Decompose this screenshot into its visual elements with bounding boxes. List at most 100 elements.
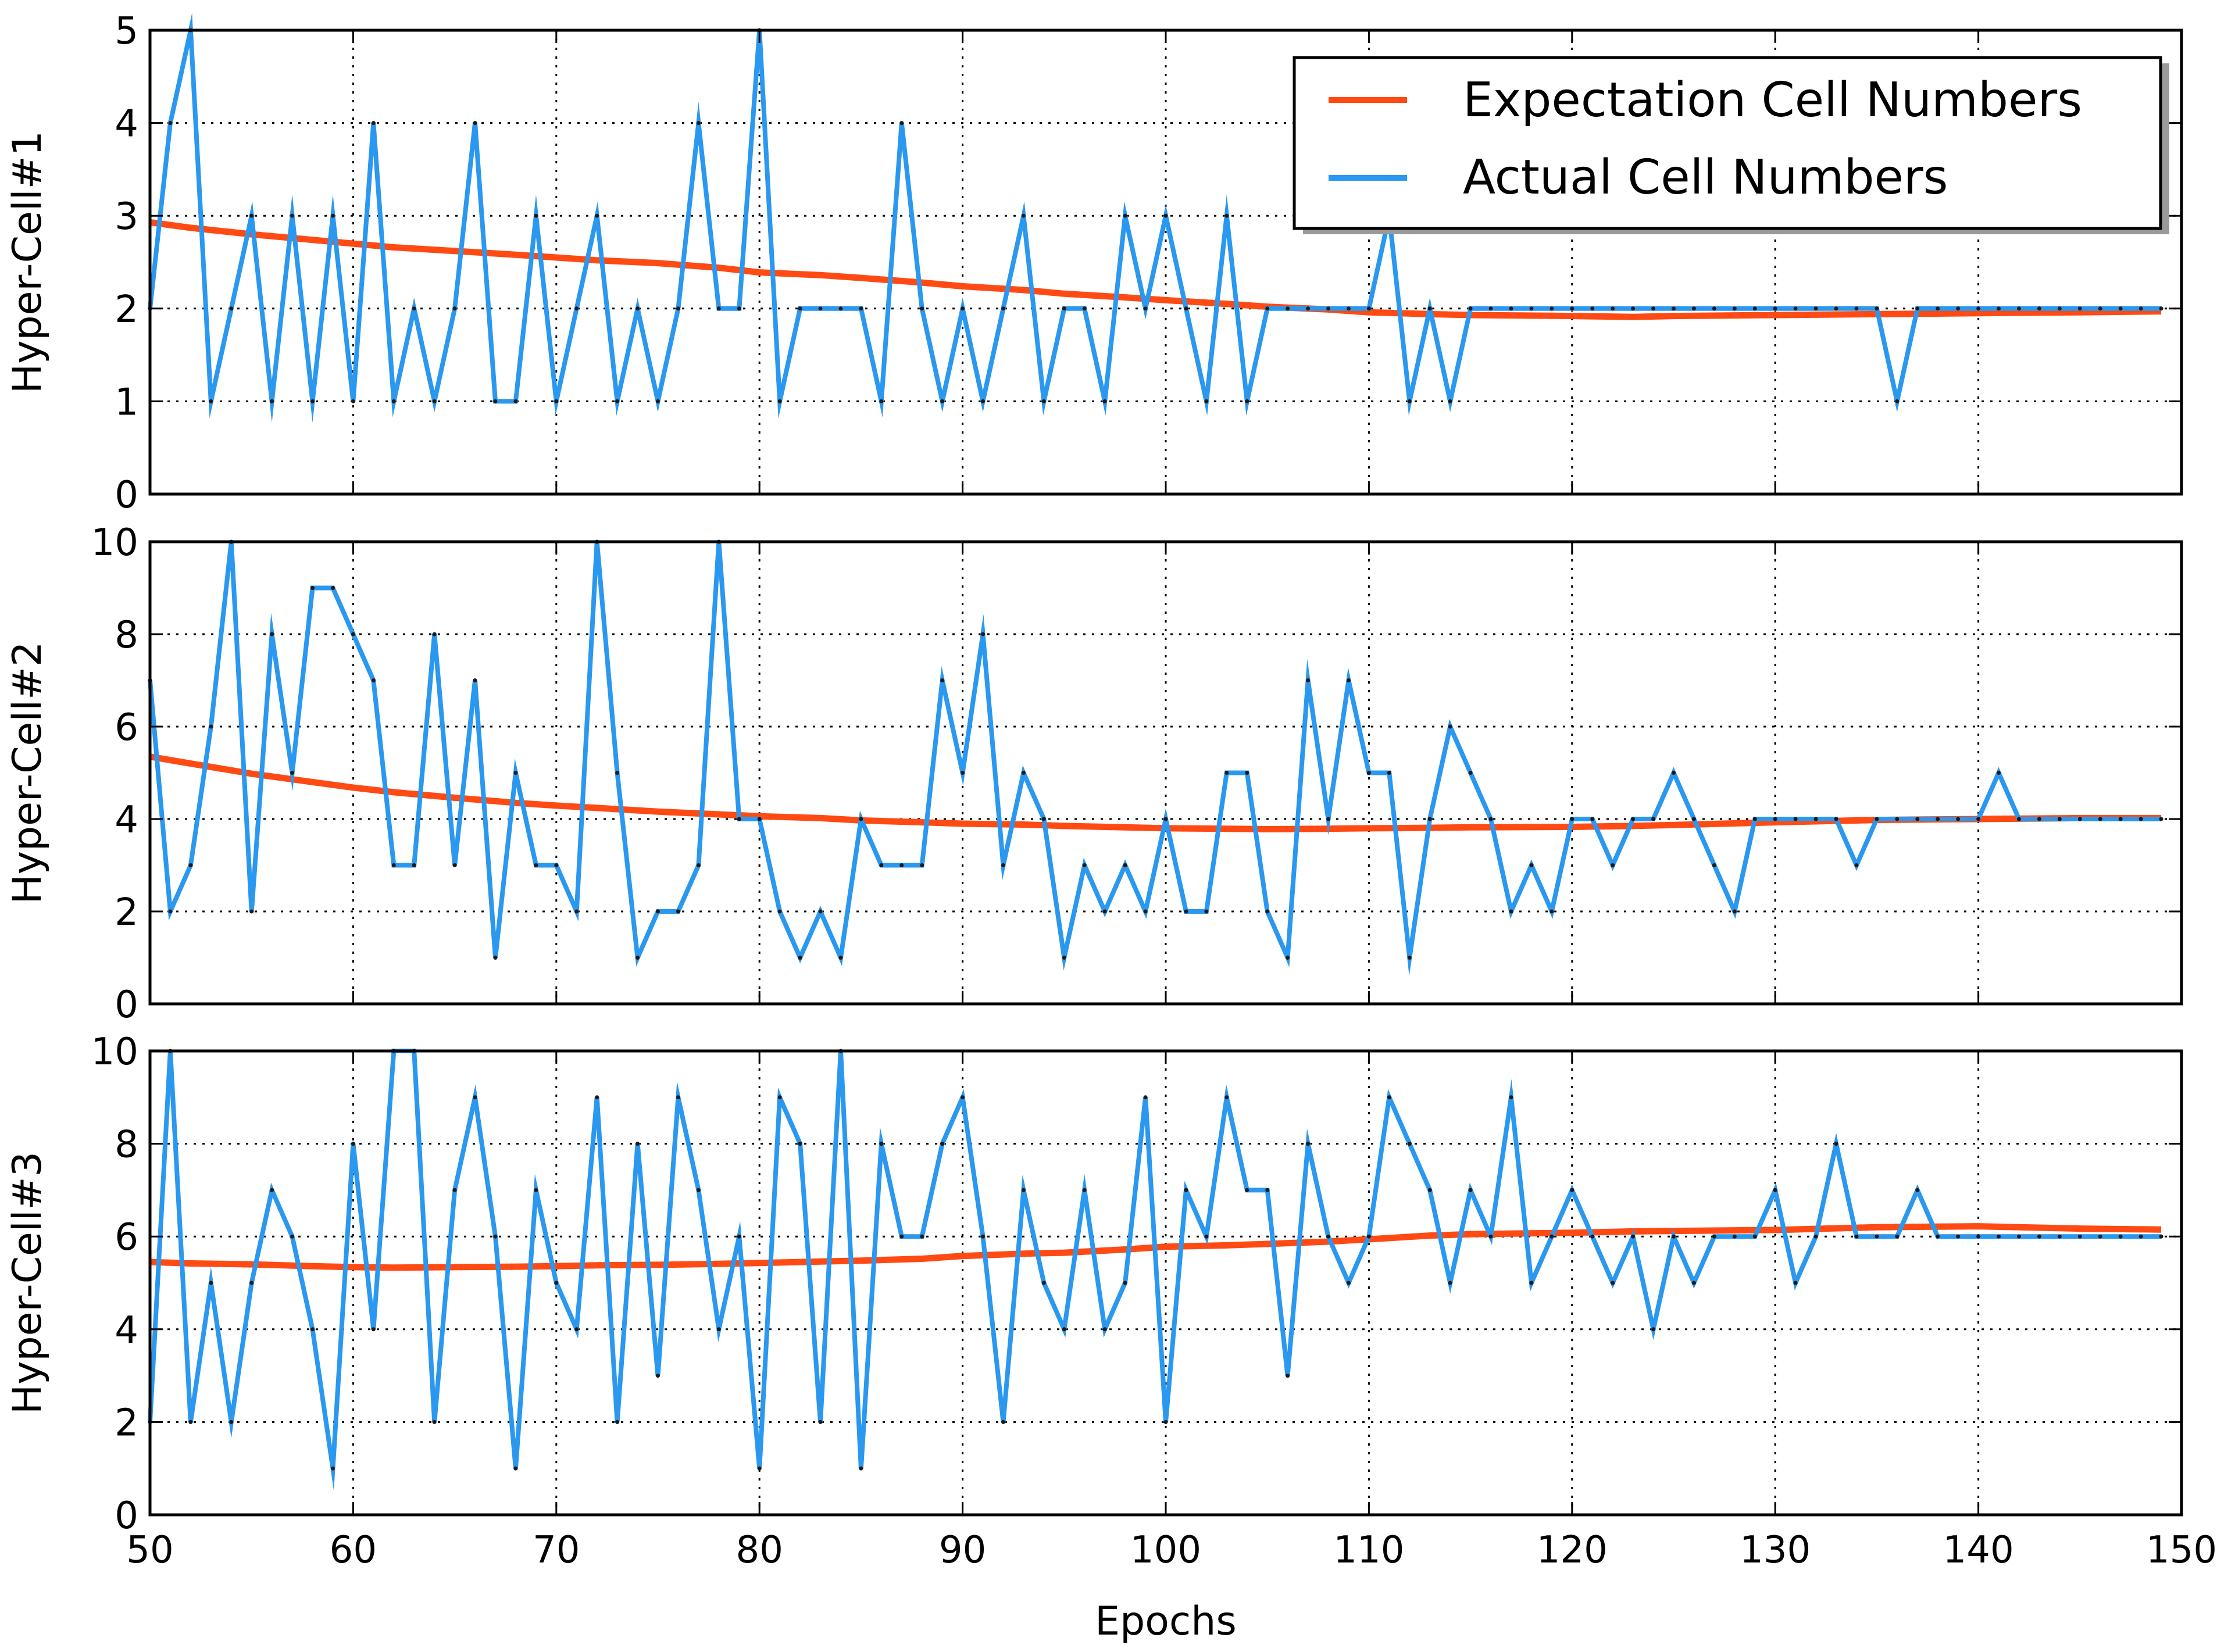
series-layer [148,13,2163,1491]
panel-1-point-83 [818,306,823,311]
panel-1-point-107 [1306,306,1311,311]
panel-2-point-74 [635,956,640,960]
panel-3-series-expectation-cell-numbers [149,1223,2162,1271]
panel-1-point-67 [493,399,498,403]
panel-2-point-59 [330,586,335,590]
panel-3-point-129 [1752,1234,1757,1239]
panel-3-point-92 [1001,1419,1005,1424]
panel-1-point-73 [615,399,620,403]
panel-2-point-107 [1306,678,1311,682]
panel-1-point-149 [2159,306,2163,311]
panel-3-point-99 [1143,1095,1148,1100]
panel-1-point-129 [1752,306,1757,311]
panel-1-point-120 [1570,306,1575,311]
panel-2-point-91 [981,632,986,637]
panel-3-point-69 [534,1188,538,1192]
panel-2-point-144 [2057,817,2062,821]
panel-1-point-132 [1813,306,1818,311]
panel-2-point-121 [1590,817,1595,821]
panel-3-point-133 [1834,1142,1838,1146]
panel-3-point-124 [1651,1327,1656,1332]
panel-3-point-102 [1204,1234,1209,1239]
panel-1-point-65 [452,306,457,311]
panel-3-ytick-label-10: 10 [91,1031,138,1074]
panel-2-point-108 [1326,817,1331,821]
panel-1-point-55 [249,213,254,218]
panel-1-point-61 [371,121,376,126]
panel-2-point-127 [1712,863,1716,867]
panel-3-point-53 [209,1281,213,1285]
panel-1-point-145 [2077,306,2082,311]
panel-3-y-axis-label: Hyper-Cell#3 [5,1152,51,1414]
panel-2-point-84 [838,956,843,960]
panel-1-point-124 [1651,306,1656,311]
panel-1-point-108 [1326,306,1331,311]
panel-3-point-143 [2037,1234,2041,1239]
panel-1-point-62 [391,399,396,403]
panel-1-point-102 [1204,399,1209,403]
panel-3-point-81 [777,1095,782,1100]
panel-1-point-114 [1448,399,1452,403]
panel-3-point-132 [1813,1234,1818,1239]
panel-2-point-114 [1448,724,1452,729]
panel-2-series-actual-cell-numbers [148,541,2162,976]
panel-3-point-104 [1245,1188,1249,1192]
panel-1-point-112 [1407,399,1412,403]
panel-1-point-53 [209,399,213,403]
panel-1-point-126 [1691,306,1696,311]
legend-label-actual: Actual Cell Numbers [1463,150,1948,205]
panel-3-point-149 [2159,1234,2163,1239]
panel-3-point-118 [1529,1281,1534,1285]
panel-1-point-109 [1346,306,1351,311]
panel-1-point-92 [1001,306,1005,311]
panel-3-point-123 [1631,1234,1636,1239]
xtick-label-100: 100 [1130,1529,1201,1572]
panel-2-point-77 [696,863,701,867]
panel-3-point-139 [1956,1234,1961,1239]
panel-2-point-99 [1143,909,1148,914]
xtick-label-70: 70 [533,1529,580,1572]
panel-1-point-57 [290,213,295,218]
panel-2-point-115 [1468,771,1473,775]
panel-1-point-134 [1854,306,1859,311]
panel-2-point-64 [432,632,437,637]
panel-2-point-142 [2016,817,2021,821]
panel-3-point-119 [1549,1234,1554,1239]
panel-3-point-127 [1712,1234,1716,1239]
panel-2-point-140 [1976,817,1981,821]
panel-2-point-106 [1286,956,1290,960]
panel-1-point-136 [1895,399,1900,403]
panel-2-ytick-label-2: 2 [115,891,138,934]
panel-2-ytick-label-4: 4 [115,799,138,842]
panel-3-point-110 [1366,1234,1371,1239]
panel-1-point-105 [1265,306,1270,311]
panel-2-point-125 [1672,771,1676,775]
panel-3-series-actual-cell-numbers [148,1049,2162,1491]
panel-2-point-80 [757,817,762,821]
panel-3-point-138 [1936,1234,1940,1239]
panel-2-point-82 [798,956,802,960]
x-axis-label: Epochs [1095,1599,1237,1644]
panel-2-point-109 [1346,678,1351,682]
panel-2-point-139 [1956,817,1961,821]
panel-1-point-70 [554,399,559,403]
panel-1-point-99 [1143,306,1148,311]
panel-2-point-53 [209,724,213,729]
panel-1-point-141 [1997,306,2001,311]
panel-2-point-145 [2077,817,2082,821]
panel-1-point-130 [1773,306,1777,311]
panel-2-point-93 [1021,771,1026,775]
panel-3-point-105 [1265,1188,1270,1192]
panel-2-point-65 [452,863,457,867]
panel-1-point-131 [1793,306,1798,311]
panel-1-point-138 [1936,306,1940,311]
legend-label-expectation: Expectation Cell Numbers [1463,73,2082,128]
panel-3-point-136 [1895,1234,1900,1239]
panel-3-point-70 [554,1281,559,1285]
panel-3-point-88 [920,1234,924,1239]
panel-3-point-128 [1732,1234,1737,1239]
panel-1-point-103 [1224,213,1229,218]
panel-1-point-63 [412,306,416,311]
panel-3-point-115 [1468,1188,1473,1192]
panel-1-point-66 [473,121,477,126]
